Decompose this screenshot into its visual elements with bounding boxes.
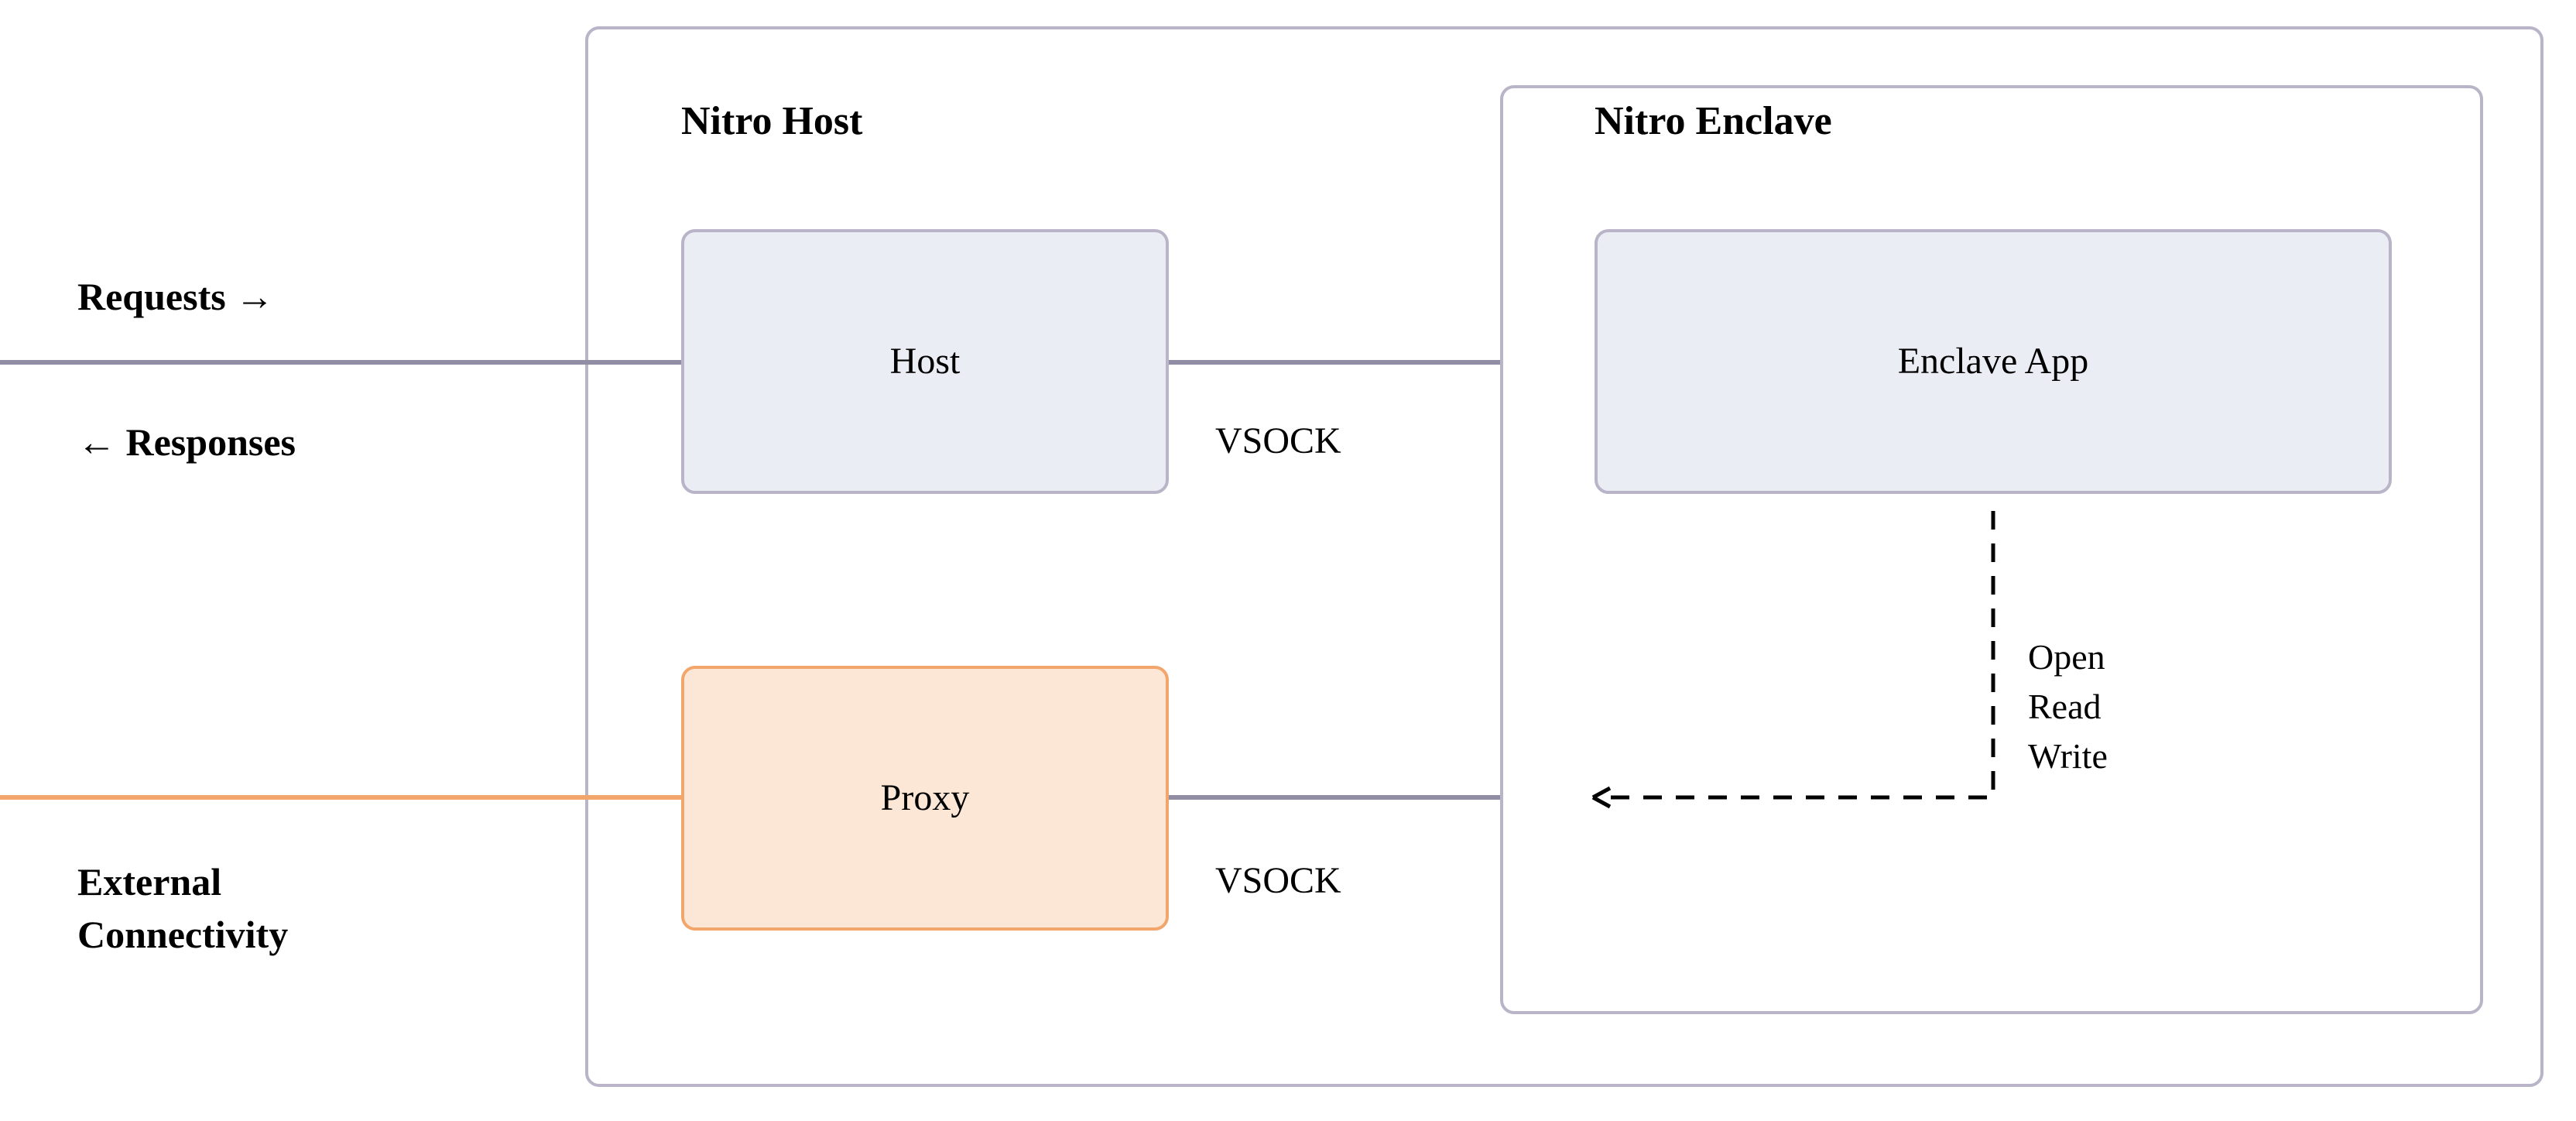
responses-label: ← Responses [77, 418, 296, 467]
op-write-label: Write [2028, 734, 2108, 779]
nitro-enclave-title: Nitro Enclave [1595, 96, 1832, 146]
external-label-1: External [77, 858, 221, 907]
arrowhead-ops [1593, 788, 1610, 807]
connector-lines [0, 0, 2576, 1121]
vsock-label-1: VSOCK [1215, 418, 1341, 465]
requests-label: Requests → [77, 273, 274, 321]
line-ops-dashed [1593, 511, 1993, 797]
diagram-canvas: Host Proxy Enclave App Nitro Host Nitro … [0, 0, 2576, 1121]
vsock-label-2: VSOCK [1215, 858, 1341, 904]
nitro-host-title: Nitro Host [681, 96, 862, 146]
op-read-label: Read [2028, 684, 2102, 729]
external-label-2: Connectivity [77, 910, 288, 959]
op-open-label: Open [2028, 635, 2105, 680]
